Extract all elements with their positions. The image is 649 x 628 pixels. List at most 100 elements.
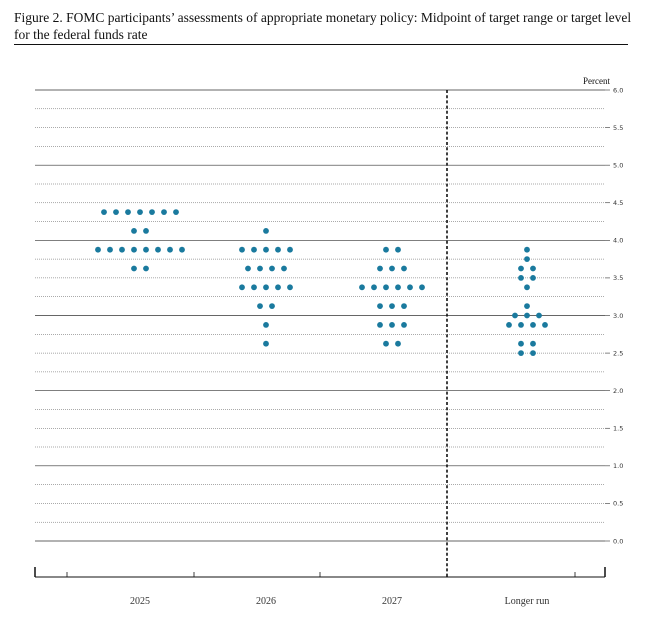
participant-dot: [257, 303, 263, 309]
participant-dot: [383, 284, 389, 291]
participant-dot: [131, 246, 137, 253]
y-tick-label: 4.0: [613, 237, 623, 245]
participant-dot: [263, 340, 269, 347]
participant-dot: [125, 209, 131, 216]
y-tick-label: 3.0: [613, 312, 623, 320]
participant-dot: [524, 303, 530, 309]
participant-dot: [359, 284, 365, 291]
participant-dot: [518, 275, 524, 281]
y-tick-label: 0.0: [613, 537, 623, 545]
participant-dot: [287, 284, 293, 291]
participant-dot: [287, 246, 293, 253]
grid-layer: [35, 89, 605, 542]
participant-dot: [530, 350, 536, 356]
participant-dot: [161, 209, 167, 216]
participant-dot: [395, 340, 401, 347]
participant-dot: [131, 265, 137, 272]
participant-dot: [143, 265, 149, 272]
participant-dot: [383, 246, 389, 253]
participant-dot: [263, 246, 269, 253]
participant-dot: [275, 284, 281, 291]
participant-dot: [371, 284, 377, 291]
participant-dot: [518, 350, 524, 356]
participant-dot: [245, 265, 251, 272]
title-rule: [14, 44, 628, 45]
participant-dot: [251, 246, 257, 253]
y-tick-label: 1.0: [613, 462, 623, 470]
participant-dot: [149, 209, 155, 216]
dots-layer: [95, 209, 548, 356]
participant-dot: [518, 340, 524, 347]
participant-dot: [542, 322, 548, 328]
participant-dot: [251, 284, 257, 291]
participant-dot: [536, 312, 542, 319]
participant-dot: [107, 246, 113, 253]
y-tick-label: 2.0: [613, 387, 623, 395]
participant-dot: [401, 265, 407, 272]
participant-dot: [524, 312, 530, 319]
participant-dot: [506, 322, 512, 328]
participant-dot: [395, 284, 401, 291]
participant-dot: [512, 312, 518, 319]
participant-dot: [275, 246, 281, 253]
participant-dot: [263, 228, 269, 234]
participant-dot: [155, 246, 161, 253]
participant-dot: [239, 246, 245, 253]
figure-title: Figure 2. FOMC participants’ assessments…: [14, 10, 632, 42]
y-tick-label: 5.0: [613, 161, 623, 169]
x-category-label: 2025: [130, 596, 150, 607]
participant-dot: [530, 275, 536, 281]
participant-dot: [179, 246, 185, 253]
participant-dot: [143, 246, 149, 253]
participant-dot: [377, 303, 383, 309]
participant-dot: [263, 322, 269, 328]
y-tick-label: 1.5: [613, 425, 623, 433]
participant-dot: [95, 246, 101, 253]
y-unit-label: Percent: [583, 76, 610, 86]
participant-dot: [257, 265, 263, 272]
y-tick-label: 2.5: [613, 349, 623, 357]
x-axis: 2025 2026 2027 Longer run: [34, 90, 606, 607]
participant-dot: [137, 209, 143, 216]
participant-dot: [389, 303, 395, 309]
participant-dot: [101, 209, 107, 216]
participant-dot: [281, 265, 287, 272]
participant-dot: [377, 265, 383, 272]
participant-dot: [269, 303, 275, 309]
participant-dot: [530, 265, 536, 272]
x-category-label: 2026: [256, 596, 276, 607]
participant-dot: [239, 284, 245, 291]
participant-dot: [395, 246, 401, 253]
participant-dot: [518, 322, 524, 328]
y-tick-label: 0.5: [613, 500, 623, 508]
participant-dot: [401, 322, 407, 328]
participant-dot: [263, 284, 269, 291]
participant-dot: [113, 209, 119, 216]
participant-dot: [524, 284, 530, 291]
participant-dot: [143, 228, 149, 234]
participant-dot: [167, 246, 173, 253]
participant-dot: [518, 265, 524, 272]
participant-dot: [407, 284, 413, 291]
participant-dot: [269, 265, 275, 272]
participant-dot: [530, 340, 536, 347]
participant-dot: [530, 322, 536, 328]
y-tick-labels: 0.0 0.5 1.0 1.5 2.0 2.5 3.0 3.5 4.0 4.5 5.0 5.5 6.0: [605, 86, 623, 545]
participant-dot: [173, 209, 179, 216]
participant-dot: [131, 228, 137, 234]
participant-dot: [119, 246, 125, 253]
participant-dot: [401, 303, 407, 309]
y-tick-label: 3.5: [613, 274, 623, 282]
participant-dot: [389, 322, 395, 328]
y-tick-label: 4.5: [613, 199, 623, 207]
x-category-label: 2027: [382, 596, 402, 607]
participant-dot: [524, 246, 530, 253]
y-tick-label: 6.0: [613, 86, 623, 94]
participant-dot: [419, 284, 425, 291]
participant-dot: [524, 256, 530, 262]
participant-dot: [377, 322, 383, 328]
participant-dot: [383, 340, 389, 347]
x-category-label: Longer run: [505, 596, 550, 607]
y-tick-label: 5.5: [613, 124, 623, 132]
